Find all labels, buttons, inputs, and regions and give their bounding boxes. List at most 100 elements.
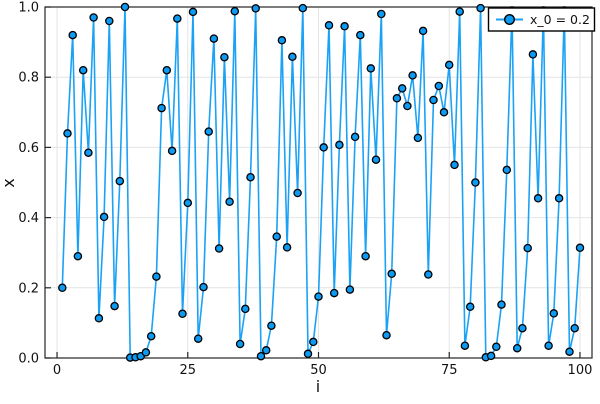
data-point-marker bbox=[199, 282, 208, 292]
x-tick-label: 75 bbox=[441, 363, 458, 378]
data-point-marker bbox=[382, 330, 391, 340]
plot-area: 0 25 50 75 100 0.0 0.2 0.4 0.6 0.8 1.0 bbox=[18, 1, 593, 378]
data-point-marker bbox=[193, 334, 203, 343]
data-point-marker bbox=[492, 342, 501, 352]
data-point-marker bbox=[225, 197, 234, 207]
data-point-marker bbox=[173, 14, 182, 23]
x-tick-label: 50 bbox=[310, 363, 327, 378]
y-tick-label: 0.8 bbox=[18, 71, 39, 86]
data-point-marker bbox=[230, 6, 240, 16]
legend-box bbox=[487, 7, 596, 32]
data-point-marker bbox=[241, 304, 250, 314]
y-tick-label: 0.2 bbox=[18, 281, 39, 296]
data-point-marker bbox=[267, 321, 276, 330]
data-point-marker bbox=[84, 148, 93, 157]
data-point-marker bbox=[570, 323, 579, 333]
x-tick-label: 100 bbox=[568, 363, 593, 378]
data-point-marker bbox=[544, 341, 553, 350]
data-point-marker bbox=[314, 292, 323, 301]
data-point-marker bbox=[178, 309, 187, 319]
data-point-marker bbox=[397, 84, 407, 93]
data-point-marker bbox=[439, 108, 449, 117]
data-point-marker bbox=[523, 243, 532, 253]
data-point-marker bbox=[471, 178, 480, 187]
data-point-marker bbox=[141, 348, 151, 357]
data-point-marker bbox=[162, 65, 172, 75]
data-point-marker bbox=[486, 351, 496, 361]
series-line bbox=[61, 6, 581, 359]
data-point-marker bbox=[319, 143, 328, 152]
legend-label: x_0 = 0.2 bbox=[530, 12, 590, 27]
data-point-marker bbox=[387, 269, 396, 279]
data-point-marker bbox=[444, 60, 454, 70]
data-point-marker bbox=[361, 251, 370, 261]
data-point-marker bbox=[497, 300, 506, 309]
data-point-marker bbox=[460, 341, 470, 350]
data-point-marker bbox=[204, 127, 213, 136]
data-point-marker bbox=[78, 65, 88, 75]
y-tick-label: 0.4 bbox=[18, 211, 39, 226]
data-point-marker bbox=[329, 288, 339, 298]
data-point-marker bbox=[220, 52, 229, 62]
data-point-marker bbox=[293, 188, 302, 198]
data-point-marker bbox=[272, 232, 281, 241]
y-tick-label: 0.6 bbox=[18, 141, 39, 156]
legend-sample-marker-icon bbox=[504, 13, 516, 26]
x-tick-label: 0 bbox=[53, 363, 61, 378]
data-point-marker bbox=[188, 7, 198, 17]
data-point-marker bbox=[418, 26, 428, 36]
data-point-marker bbox=[392, 94, 402, 103]
data-point-marker bbox=[298, 3, 308, 13]
data-point-marker bbox=[68, 30, 77, 40]
data-point-marker bbox=[251, 4, 260, 13]
data-point-marker bbox=[167, 146, 177, 156]
data-point-marker bbox=[110, 301, 119, 311]
y-axis-label: x bbox=[0, 178, 18, 187]
data-point-marker bbox=[429, 95, 438, 105]
data-point-marker bbox=[549, 309, 559, 318]
data-point-marker bbox=[261, 346, 271, 355]
data-point-marker bbox=[105, 16, 114, 26]
data-point-marker bbox=[345, 285, 355, 294]
data-point-marker bbox=[340, 22, 349, 31]
data-point-marker bbox=[157, 103, 166, 113]
data-point-marker bbox=[366, 64, 376, 73]
data-point-marker bbox=[89, 13, 98, 22]
data-point-marker bbox=[413, 133, 423, 143]
data-point-marker bbox=[99, 212, 109, 222]
data-point-marker bbox=[277, 36, 287, 45]
data-point-marker bbox=[408, 71, 417, 80]
data-point-marker bbox=[303, 349, 313, 359]
data-point-marker bbox=[350, 132, 360, 142]
x-tick-label: 25 bbox=[179, 363, 196, 378]
data-point-marker bbox=[94, 314, 104, 323]
data-point-marker bbox=[288, 52, 297, 62]
data-point-marker bbox=[235, 339, 245, 349]
data-point-marker bbox=[246, 172, 255, 182]
data-point-marker bbox=[450, 160, 459, 170]
data-point-marker bbox=[434, 81, 444, 91]
data-point-marker bbox=[214, 244, 224, 253]
data-point-marker bbox=[282, 243, 292, 252]
data-point-marker bbox=[324, 21, 334, 30]
data-point-marker bbox=[58, 283, 67, 293]
data-point-marker bbox=[518, 323, 527, 333]
y-tick-label: 1.0 bbox=[18, 1, 39, 16]
data-point-marker bbox=[502, 165, 512, 175]
data-point-marker bbox=[533, 194, 543, 203]
data-point-marker bbox=[476, 3, 485, 13]
data-point-marker bbox=[183, 198, 193, 208]
data-point-marker bbox=[403, 101, 412, 111]
data-point-marker bbox=[371, 155, 381, 164]
data-point-marker bbox=[565, 347, 574, 356]
data-point-marker bbox=[120, 2, 130, 12]
data-point-marker bbox=[63, 129, 72, 138]
data-point-marker bbox=[528, 50, 538, 59]
data-point-marker bbox=[554, 194, 564, 203]
data-point-marker bbox=[424, 270, 433, 279]
data-point-marker bbox=[309, 337, 318, 347]
data-point-marker bbox=[73, 251, 83, 261]
data-point-marker bbox=[335, 140, 344, 150]
